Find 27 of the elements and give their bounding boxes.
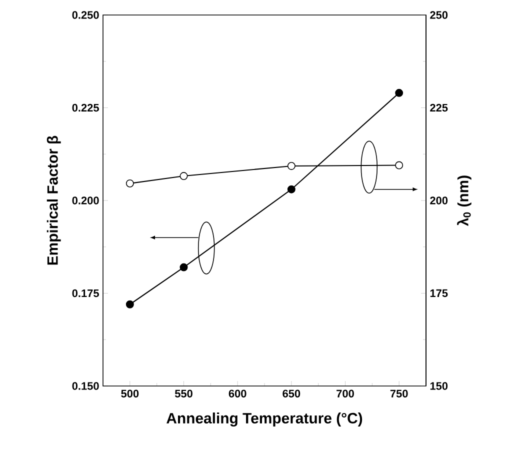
y-tick-label: 0.250 xyxy=(72,11,99,19)
y2-tick-label: 250 xyxy=(430,11,448,19)
y-tick-label: 0.225 xyxy=(72,104,99,112)
x-tick-label: 650 xyxy=(282,390,300,398)
point xyxy=(180,172,188,180)
point xyxy=(180,263,188,272)
x-tick-label: 600 xyxy=(228,390,246,398)
x-tick-label: 550 xyxy=(174,390,192,398)
x-tick-label: 700 xyxy=(336,390,354,398)
y2-tick-label: 200 xyxy=(430,196,448,204)
point xyxy=(126,179,134,188)
point xyxy=(126,300,134,308)
y2-tick-label: 225 xyxy=(430,104,448,112)
point xyxy=(287,162,296,170)
x-tick-label: 500 xyxy=(121,390,139,398)
x-tick-label: 750 xyxy=(390,390,408,398)
point xyxy=(395,88,404,97)
y2-axis-title: λ$_{0}$ (nm) xyxy=(457,176,472,226)
y-tick-label: 0.175 xyxy=(72,289,99,298)
y-axis-title: Empirical Factor β xyxy=(46,136,61,265)
y-tick-label: 0.150 xyxy=(72,382,99,390)
x-axis-title: Annealing Temperature (°C) xyxy=(166,412,362,427)
y2-tick-label: 175 xyxy=(430,289,448,298)
y-tick-label: 0.200 xyxy=(72,196,99,204)
point xyxy=(395,161,404,170)
point xyxy=(287,185,296,194)
y2-tick-label: 150 xyxy=(430,382,448,390)
